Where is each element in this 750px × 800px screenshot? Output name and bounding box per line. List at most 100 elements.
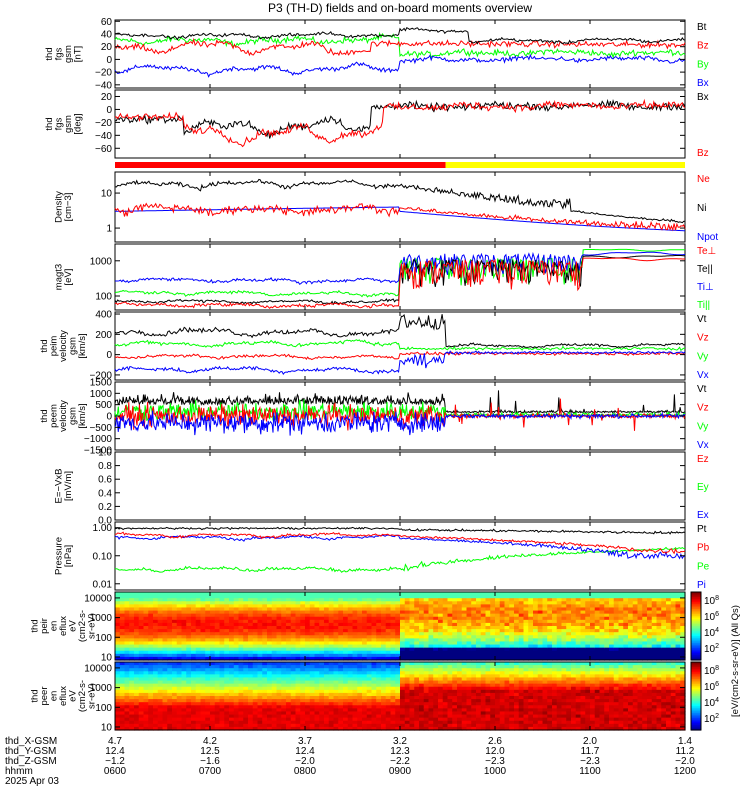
spectrogram-cell bbox=[290, 644, 297, 649]
spectrogram-cell bbox=[400, 601, 406, 605]
spectrogram-cell bbox=[547, 626, 553, 630]
spectrogram-cell bbox=[414, 622, 420, 627]
spectrogram-cell bbox=[357, 626, 363, 630]
spectrogram-cell bbox=[490, 656, 496, 661]
spectrogram-cell bbox=[328, 696, 335, 700]
spectrogram-cell bbox=[295, 696, 301, 700]
spectrogram-cell bbox=[200, 717, 206, 722]
spectrogram-cell bbox=[257, 647, 263, 652]
spectrogram-cell bbox=[224, 638, 230, 643]
spectrogram-cell bbox=[523, 696, 529, 700]
spectrogram-cell bbox=[661, 656, 667, 661]
spectrogram-cell bbox=[542, 711, 548, 716]
spectrogram-cell bbox=[428, 626, 434, 630]
spectrogram-cell bbox=[366, 674, 373, 679]
spectrogram-cell bbox=[575, 635, 582, 639]
spectrogram-cell bbox=[233, 668, 240, 672]
spectrogram-cell bbox=[480, 638, 487, 643]
spectrogram-cell bbox=[276, 604, 282, 609]
spectrogram-cell bbox=[343, 653, 349, 658]
spectrogram-cell bbox=[433, 656, 439, 661]
spectrogram-cell bbox=[376, 717, 382, 722]
spectrogram-cell bbox=[371, 720, 377, 725]
spectrogram-cell bbox=[395, 705, 401, 709]
spectrogram-cell bbox=[267, 711, 273, 716]
spectrogram-cell bbox=[295, 671, 301, 675]
spectrogram-cell bbox=[205, 726, 211, 731]
spectrogram-cell bbox=[134, 598, 140, 602]
spectrogram-cell bbox=[509, 604, 515, 609]
spectrogram-cell bbox=[124, 720, 130, 725]
spectrogram-cell bbox=[148, 656, 154, 661]
spectrogram-cell bbox=[219, 702, 225, 706]
spectrogram-cell bbox=[647, 622, 653, 627]
spectrogram-cell bbox=[115, 610, 121, 615]
spectrogram-cell bbox=[490, 726, 496, 731]
spectrogram-cell bbox=[457, 592, 463, 596]
spectrogram-cell bbox=[357, 619, 363, 624]
spectrogram-cell bbox=[229, 601, 235, 605]
spectrogram-cell bbox=[409, 705, 415, 709]
spectrogram-cell bbox=[195, 705, 202, 709]
spectrogram-cell bbox=[181, 613, 187, 618]
spectrogram-cell bbox=[675, 656, 681, 661]
spectrogram-cell bbox=[490, 644, 496, 649]
spectrogram-cell bbox=[471, 595, 477, 599]
spectrogram-cell bbox=[466, 635, 472, 639]
spectrogram-cell bbox=[252, 708, 259, 713]
spectrogram-cell bbox=[414, 674, 420, 679]
spectrogram-cell bbox=[176, 632, 183, 636]
spectrogram-cell bbox=[385, 683, 392, 688]
spectrogram-cell bbox=[210, 662, 216, 666]
spectrogram-cell bbox=[613, 613, 620, 618]
spectrogram-cell bbox=[252, 689, 259, 694]
spectrogram-cell bbox=[680, 650, 686, 655]
spectrogram-cell bbox=[357, 647, 363, 652]
spectrogram-cell bbox=[395, 668, 401, 672]
spectrogram-cell bbox=[162, 683, 168, 688]
spectrogram-cell bbox=[414, 723, 420, 728]
spectrogram-cell bbox=[162, 662, 168, 666]
spectrogram-cell bbox=[656, 619, 662, 624]
spectrogram-cell bbox=[509, 714, 515, 719]
spectrogram-cell bbox=[338, 647, 344, 652]
spectrogram-cell bbox=[286, 616, 292, 621]
ylabel-line: thd bbox=[30, 619, 41, 632]
spectrogram-cell bbox=[509, 598, 515, 602]
spectrogram-cell bbox=[271, 723, 278, 728]
spectrogram-cell bbox=[238, 595, 244, 599]
spectrogram-cell bbox=[366, 650, 373, 655]
spectrogram-cell bbox=[119, 644, 126, 649]
spectrogram-cell bbox=[447, 635, 453, 639]
spectrogram-cell bbox=[205, 677, 211, 682]
spectrogram-cell bbox=[200, 662, 206, 666]
spectrogram-cell bbox=[575, 616, 582, 621]
spectrogram-cell bbox=[466, 677, 472, 682]
spectrogram-cell bbox=[276, 641, 282, 646]
spectrogram-cell bbox=[314, 616, 320, 621]
spectrogram-cell bbox=[428, 607, 434, 612]
spectrogram-cell bbox=[257, 689, 263, 694]
spectrogram-cell bbox=[585, 653, 591, 658]
spectrogram-cell bbox=[309, 650, 316, 655]
spectrogram-cell bbox=[148, 689, 154, 694]
spectrogram-cell bbox=[485, 708, 491, 713]
spectrogram-cell bbox=[466, 720, 472, 725]
spectrogram-cell bbox=[210, 726, 216, 731]
spectrogram-cell bbox=[219, 662, 225, 666]
spectrogram-cell bbox=[167, 647, 173, 652]
spectrogram-cell bbox=[343, 635, 349, 639]
spectrogram-cell bbox=[400, 629, 406, 633]
spectrogram-cell bbox=[499, 650, 506, 655]
spectrogram-cell bbox=[181, 656, 187, 661]
spectrogram-cell bbox=[409, 619, 415, 624]
spectrogram-cell bbox=[409, 635, 415, 639]
spectrogram-cell bbox=[419, 665, 425, 669]
spectrogram-cell bbox=[471, 714, 477, 719]
spectrogram-cell bbox=[343, 668, 349, 672]
spectrogram-cell bbox=[276, 671, 282, 675]
spectrogram-cell bbox=[252, 653, 259, 658]
spectrogram-cell bbox=[580, 644, 586, 649]
spectrogram-cell bbox=[186, 604, 192, 609]
